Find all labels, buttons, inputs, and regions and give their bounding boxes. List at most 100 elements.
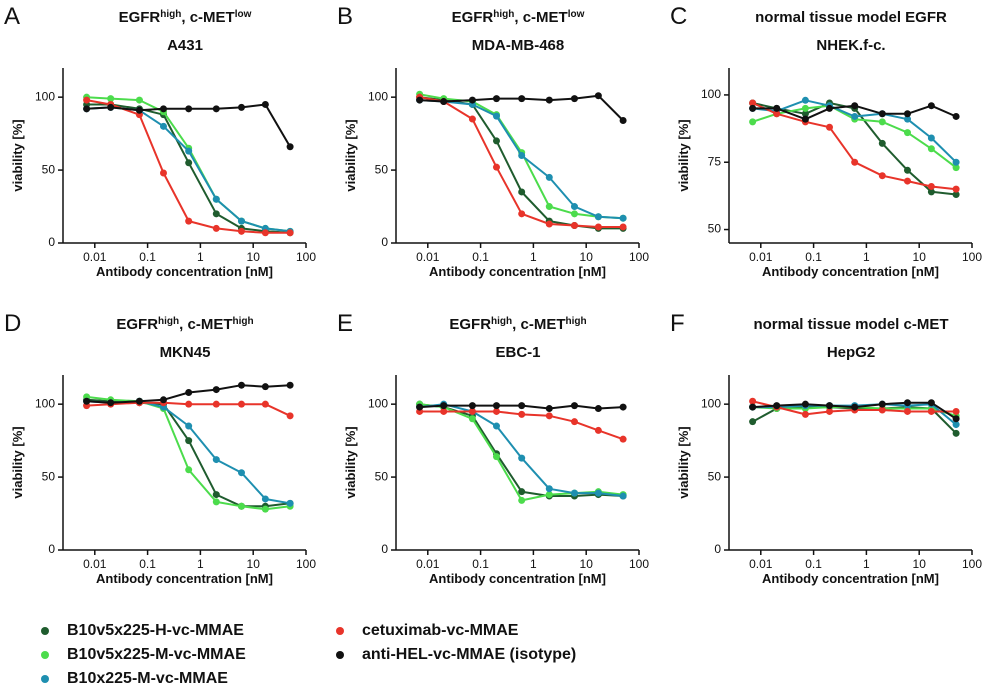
data-point: [749, 104, 757, 112]
data-point: [237, 469, 245, 477]
fit-line: [86, 106, 291, 233]
chart-title: EGFRhigh, c-METhigh: [449, 316, 586, 334]
data-point: [135, 96, 143, 104]
x-tick-label: 10: [247, 557, 261, 571]
title-part: , c-MET: [514, 9, 567, 26]
data-point: [749, 418, 757, 426]
data-point: [185, 105, 193, 113]
y-axis-label: viability [%]: [343, 426, 358, 498]
data-point: [927, 134, 935, 142]
title-part: high: [566, 316, 587, 327]
x-tick-label: 0.01: [749, 557, 773, 571]
fit-line: [419, 403, 624, 497]
data-point: [468, 407, 476, 415]
data-point: [801, 104, 809, 112]
data-point: [261, 495, 269, 503]
data-point: [185, 422, 193, 430]
legend-marker: [41, 627, 49, 635]
data-point: [927, 399, 935, 407]
data-point: [927, 102, 935, 110]
y-axis-label: viability [%]: [676, 119, 691, 191]
data-point: [518, 410, 526, 418]
legend-label: B10x225-M-vc-MMAE: [67, 670, 228, 687]
data-point: [492, 422, 500, 430]
data-point: [185, 437, 193, 445]
x-tick-label: 10: [247, 250, 261, 264]
data-point: [212, 400, 220, 408]
y-tick-label: 50: [708, 469, 722, 483]
data-point: [952, 164, 960, 172]
data-point: [492, 402, 500, 410]
title-part: normal tissue model EGFR: [755, 9, 947, 26]
data-point: [518, 152, 526, 159]
x-tick-label: 100: [629, 557, 649, 571]
data-point: [518, 95, 526, 103]
data-point: [594, 92, 602, 100]
data-point: [237, 217, 245, 225]
data-point: [570, 203, 578, 211]
y-axis-label: viability [%]: [343, 119, 358, 191]
panel-label: F: [670, 310, 685, 337]
data-point: [952, 421, 960, 429]
data-point: [83, 105, 91, 113]
y-tick-label: 50: [42, 469, 56, 483]
x-axis-label: Antibody concentration [nM]: [762, 264, 939, 279]
data-point: [212, 224, 220, 232]
data-point: [594, 426, 602, 434]
data-point: [619, 435, 627, 443]
data-point: [261, 505, 269, 513]
y-tick-label: 0: [48, 542, 55, 556]
data-point: [185, 159, 193, 167]
data-point: [545, 220, 553, 228]
y-tick-label: 100: [368, 89, 388, 103]
title-part: high: [491, 316, 512, 327]
y-axis-label: viability [%]: [676, 426, 691, 498]
data-point: [825, 123, 833, 131]
data-point: [594, 223, 602, 231]
title-part: EGFR: [452, 9, 494, 26]
data-point: [594, 489, 602, 497]
title-part: EGFR: [116, 316, 158, 333]
data-point: [518, 454, 526, 462]
panel-label: B: [337, 3, 353, 30]
chart-subtitle: EBC-1: [495, 344, 540, 361]
y-tick-label: 50: [42, 162, 56, 176]
data-point: [545, 405, 553, 413]
x-axis-label: Antibody concentration [nM]: [429, 571, 606, 586]
data-point: [878, 118, 886, 126]
data-point: [261, 100, 269, 108]
legend-label: cetuximab-vc-MMAE: [362, 622, 519, 639]
data-point: [570, 489, 578, 497]
x-tick-label: 100: [962, 557, 982, 571]
data-point: [594, 405, 602, 413]
y-tick-label: 0: [381, 542, 388, 556]
data-point: [212, 105, 220, 113]
x-tick-label: 0.01: [749, 250, 773, 264]
x-tick-label: 100: [629, 250, 649, 264]
x-axis-label: Antibody concentration [nM]: [96, 571, 273, 586]
data-point: [749, 397, 757, 405]
data-point: [903, 399, 911, 407]
data-point: [286, 381, 294, 389]
data-point: [468, 115, 476, 123]
data-point: [212, 498, 220, 506]
data-point: [773, 104, 781, 112]
y-tick-label: 0: [381, 235, 388, 249]
data-point: [416, 403, 424, 411]
legend-label: B10v5x225-M-vc-MMAE: [67, 646, 246, 663]
data-point: [952, 407, 960, 415]
y-tick-label: 50: [708, 222, 722, 236]
y-tick-label: 100: [701, 87, 721, 101]
y-tick-label: 100: [701, 396, 721, 410]
data-point: [952, 415, 960, 423]
panel-label: D: [4, 310, 21, 337]
title-part: low: [235, 9, 252, 20]
x-tick-label: 10: [580, 250, 594, 264]
data-point: [570, 222, 578, 229]
x-tick-label: 100: [296, 250, 316, 264]
x-tick-label: 0.1: [472, 557, 489, 571]
data-point: [878, 172, 886, 180]
data-point: [952, 185, 960, 193]
